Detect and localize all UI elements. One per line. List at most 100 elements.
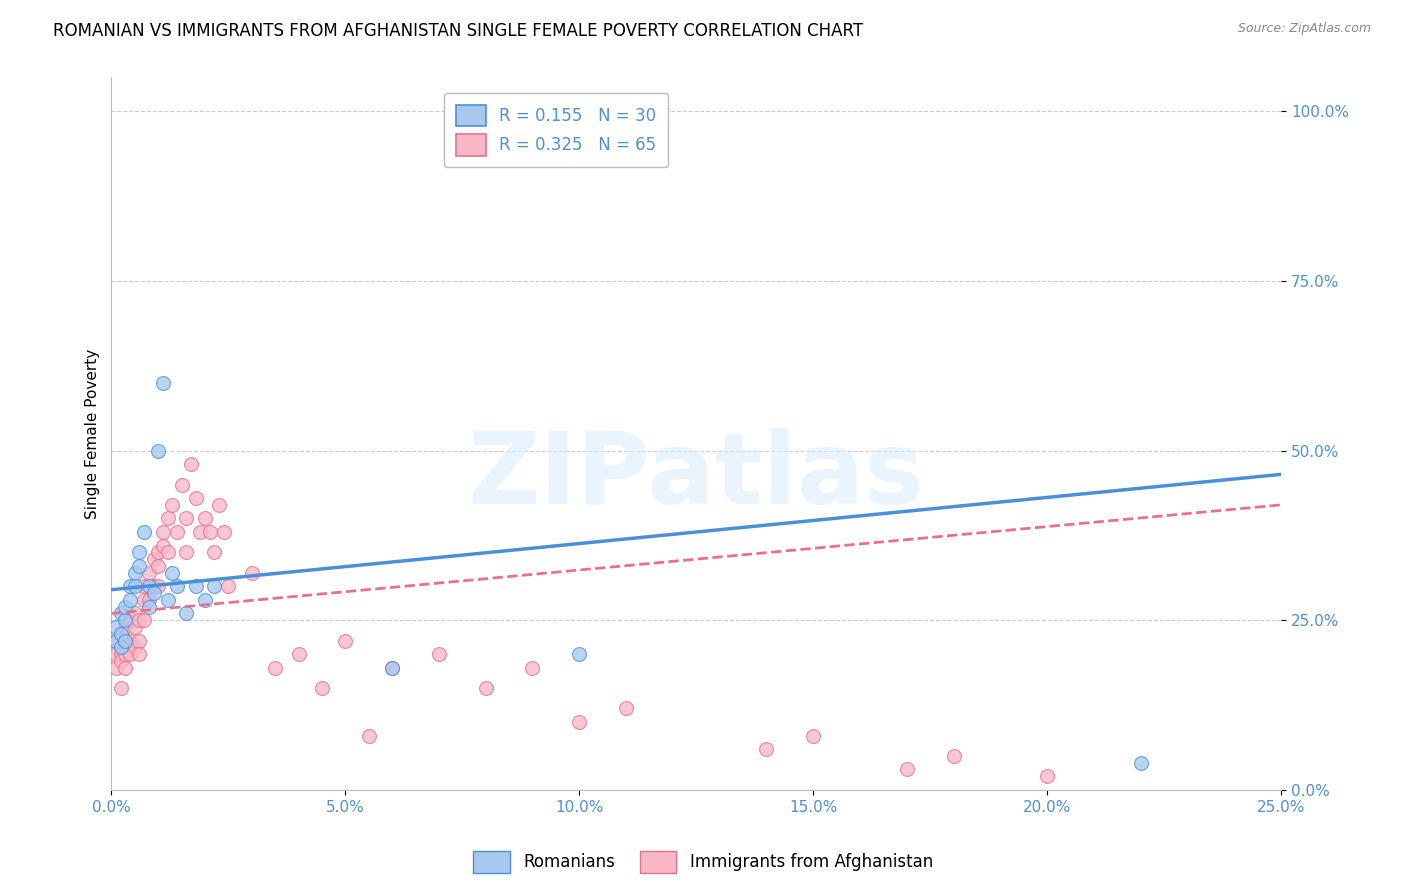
- Point: [194, 511, 217, 525]
- Point: [114, 661, 136, 675]
- Point: [134, 579, 156, 593]
- Point: [110, 654, 132, 668]
- Point: [156, 511, 179, 525]
- Point: [217, 579, 239, 593]
- Point: [128, 613, 150, 627]
- Point: [114, 599, 136, 614]
- Point: [120, 592, 142, 607]
- Point: [120, 579, 142, 593]
- Point: [212, 524, 235, 539]
- Point: [138, 592, 160, 607]
- Point: [105, 661, 128, 675]
- Point: [287, 647, 309, 661]
- Point: [124, 620, 146, 634]
- Point: [105, 647, 128, 661]
- Point: [124, 607, 146, 621]
- Point: [128, 545, 150, 559]
- Point: [568, 647, 591, 661]
- Point: [128, 558, 150, 573]
- Point: [148, 443, 170, 458]
- Point: [142, 579, 165, 593]
- Point: [311, 681, 333, 695]
- Point: [148, 579, 170, 593]
- Point: [357, 729, 380, 743]
- Point: [105, 620, 128, 634]
- Legend: R = 0.155   N = 30, R = 0.325   N = 65: R = 0.155 N = 30, R = 0.325 N = 65: [444, 93, 668, 168]
- Point: [110, 640, 132, 655]
- Point: [114, 620, 136, 634]
- Point: [134, 592, 156, 607]
- Point: [160, 498, 183, 512]
- Text: ROMANIAN VS IMMIGRANTS FROM AFGHANISTAN SINGLE FEMALE POVERTY CORRELATION CHART: ROMANIAN VS IMMIGRANTS FROM AFGHANISTAN …: [53, 22, 863, 40]
- Point: [138, 579, 160, 593]
- Point: [128, 633, 150, 648]
- Text: Source: ZipAtlas.com: Source: ZipAtlas.com: [1237, 22, 1371, 36]
- Point: [264, 661, 287, 675]
- Point: [381, 661, 404, 675]
- Point: [801, 729, 824, 743]
- Point: [427, 647, 450, 661]
- Point: [110, 627, 132, 641]
- Point: [120, 613, 142, 627]
- Y-axis label: Single Female Poverty: Single Female Poverty: [86, 349, 100, 519]
- Point: [174, 545, 197, 559]
- Point: [114, 647, 136, 661]
- Point: [156, 545, 179, 559]
- Point: [202, 545, 225, 559]
- Point: [474, 681, 496, 695]
- Point: [152, 376, 174, 390]
- Point: [110, 681, 132, 695]
- Legend: Romanians, Immigrants from Afghanistan: Romanians, Immigrants from Afghanistan: [467, 845, 939, 880]
- Point: [184, 491, 207, 505]
- Point: [124, 640, 146, 655]
- Point: [568, 714, 591, 729]
- Point: [188, 524, 211, 539]
- Point: [152, 539, 174, 553]
- Point: [1129, 756, 1152, 770]
- Point: [110, 647, 132, 661]
- Point: [180, 457, 202, 471]
- Point: [381, 661, 404, 675]
- Point: [166, 579, 188, 593]
- Point: [138, 599, 160, 614]
- Point: [522, 661, 544, 675]
- Point: [134, 613, 156, 627]
- Point: [184, 579, 207, 593]
- Point: [114, 633, 136, 648]
- Point: [170, 477, 193, 491]
- Point: [114, 633, 136, 648]
- Point: [335, 633, 357, 648]
- Point: [174, 607, 197, 621]
- Point: [156, 592, 179, 607]
- Point: [152, 524, 174, 539]
- Point: [110, 607, 132, 621]
- Point: [166, 524, 188, 539]
- Point: [114, 613, 136, 627]
- Point: [1036, 769, 1059, 783]
- Point: [148, 545, 170, 559]
- Point: [134, 524, 156, 539]
- Point: [128, 647, 150, 661]
- Point: [148, 558, 170, 573]
- Point: [138, 566, 160, 580]
- Point: [614, 701, 637, 715]
- Text: ZIPatlas: ZIPatlas: [468, 428, 925, 524]
- Point: [142, 552, 165, 566]
- Point: [208, 498, 231, 512]
- Point: [194, 592, 217, 607]
- Point: [160, 566, 183, 580]
- Point: [142, 586, 165, 600]
- Point: [198, 524, 221, 539]
- Point: [120, 647, 142, 661]
- Point: [120, 633, 142, 648]
- Point: [124, 579, 146, 593]
- Point: [174, 511, 197, 525]
- Point: [755, 742, 778, 756]
- Point: [124, 566, 146, 580]
- Point: [110, 627, 132, 641]
- Point: [105, 633, 128, 648]
- Point: [942, 748, 965, 763]
- Point: [202, 579, 225, 593]
- Point: [105, 633, 128, 648]
- Point: [896, 763, 918, 777]
